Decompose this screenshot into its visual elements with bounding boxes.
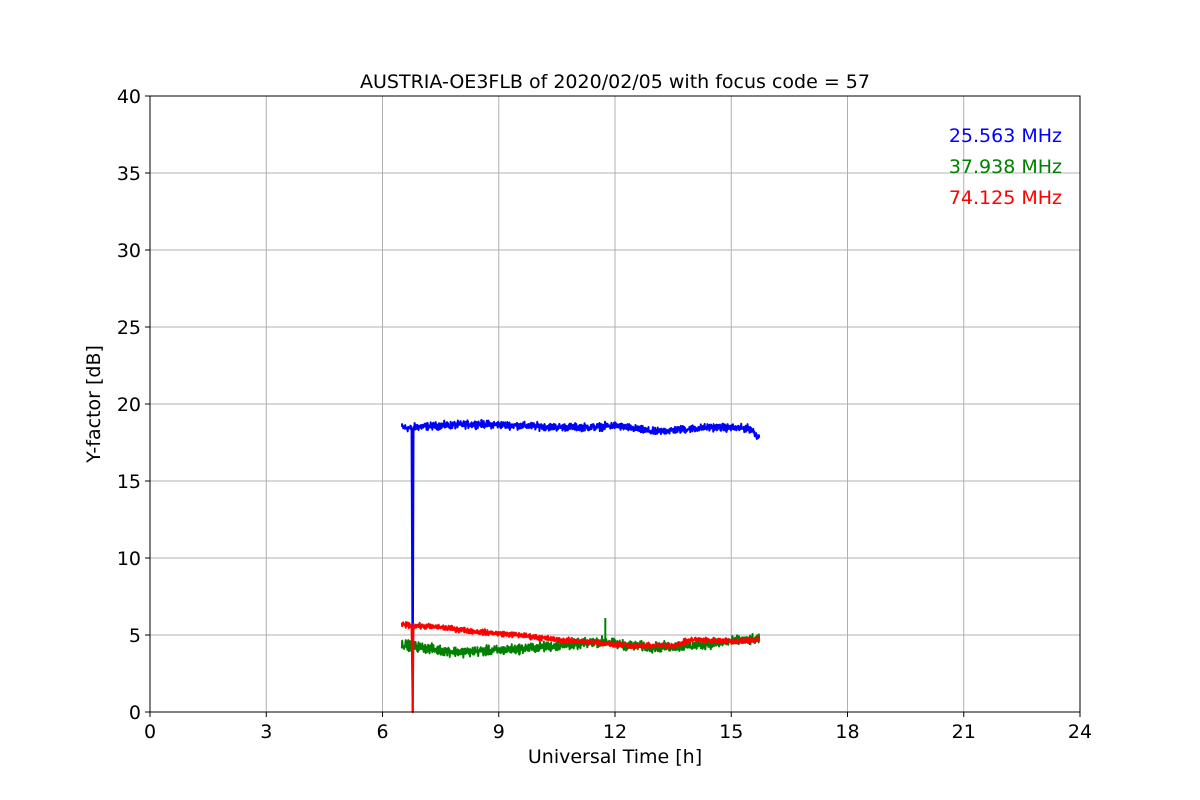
x-tick-label: 6 [376,721,388,743]
y-tick-label: 10 [117,548,141,570]
legend-entry: 37.938 MHz [949,156,1062,178]
y-tick-label: 35 [117,163,141,185]
x-tick-label: 18 [835,721,859,743]
y-tick-label: 20 [117,394,141,416]
x-tick-label: 24 [1068,721,1092,743]
legend: 25.563 MHz 37.938 MHz 74.125 MHz [949,125,1062,209]
x-tick-label: 12 [603,721,627,743]
x-tick-label: 0 [144,721,156,743]
chart-title: AUSTRIA-OE3FLB of 2020/02/05 with focus … [360,71,870,93]
series-line-1 [400,632,761,659]
y-tick-label: 0 [129,702,141,724]
ticks: 0 3 6 9 12 15 18 21 24 0 5 10 15 20 25 30 35 40 [117,86,1092,743]
series-line-0 [400,418,761,713]
y-tick-label: 40 [117,86,141,108]
y-tick-label: 5 [129,625,141,647]
y-tick-label: 15 [117,471,141,493]
legend-entry: 74.125 MHz [949,187,1062,209]
y-tick-label: 30 [117,240,141,262]
y-tick-label: 25 [117,317,141,339]
y-axis-label: Y-factor [dB] [83,345,105,464]
x-tick-label: 3 [260,721,272,743]
x-tick-label: 21 [952,721,976,743]
x-axis-label: Universal Time [h] [528,746,702,768]
series-layer [400,418,761,713]
x-tick-label: 9 [493,721,505,743]
series-line-2 [400,621,761,713]
legend-entry: 25.563 MHz [949,125,1062,147]
x-tick-label: 15 [719,721,743,743]
